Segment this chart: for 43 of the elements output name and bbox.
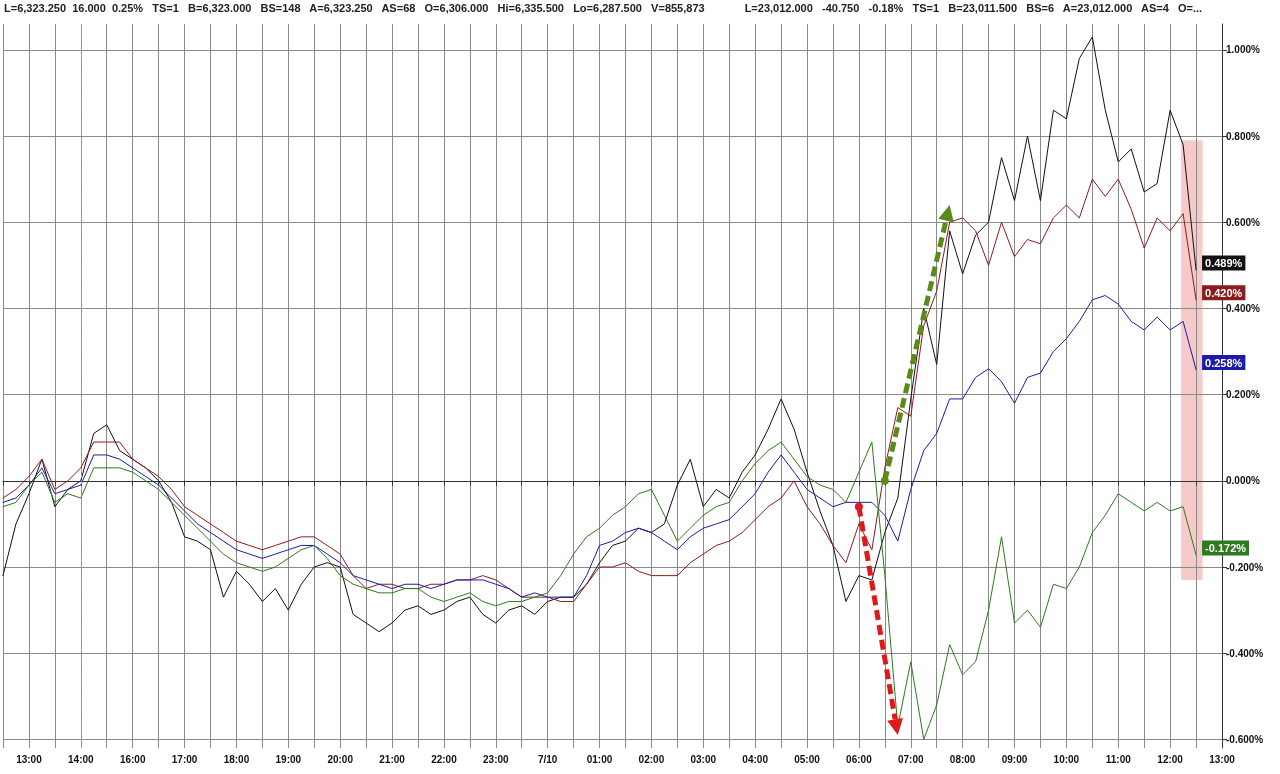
x-tick-label: 13:00 [16, 753, 43, 765]
line-series [2, 441, 1197, 740]
x-tick-label: 12:00 [1157, 753, 1184, 765]
y-tick-label: 1.000% [1226, 44, 1261, 56]
x-tick-label: 13:00 [1209, 753, 1236, 765]
x-tick-label: 17:00 [171, 753, 198, 765]
data-label: 0.258% [1205, 356, 1243, 369]
y-tick-label: 0.000% [1226, 475, 1261, 487]
x-tick-label: 09:00 [1001, 753, 1028, 765]
y-tick-label: -0.200% [1226, 561, 1264, 573]
y-tick-label: 0.600% [1226, 216, 1261, 228]
x-tick-label: 02:00 [638, 753, 665, 765]
line-series [2, 36, 1197, 633]
data-label: 0.420% [1205, 286, 1243, 299]
x-tick-label: 01:00 [586, 753, 613, 765]
x-tick-label: 10:00 [1053, 753, 1080, 765]
x-tick-label: 04:00 [742, 753, 769, 765]
line-series [2, 178, 1197, 602]
text: L=6,323.250 16.000 0.25% TS=1 B=6,323.000 BS=148 A=6,323.250 AS=68 O=6,306.000 Hi=6,335.500 Lo=6,287.500 V=855,873 [4, 1, 705, 16]
x-tick-label: 08:00 [949, 753, 976, 765]
y-tick-label: -0.600% [1226, 733, 1264, 745]
x-tick-label: 11:00 [1105, 753, 1132, 765]
x-tick-label: 7/10 [537, 753, 558, 765]
x-tick-label: 06:00 [846, 753, 873, 765]
x-tick-label: 22:00 [431, 753, 458, 765]
text: L=23,012.000 -40.750 -0.18% TS=1 B=23,011.500 BS=6 A=23,012.000 AS=4 O=... [744, 1, 1203, 16]
x-tick-label: 16:00 [119, 753, 146, 765]
y-tick-label: 0.400% [1226, 302, 1261, 314]
x-tick-label: 23:00 [483, 753, 510, 765]
x-tick-label: 19:00 [275, 753, 302, 765]
y-tick-label: 0.200% [1226, 389, 1261, 401]
data-label: -0.172% [1205, 541, 1247, 554]
y-tick-label: 0.800% [1226, 130, 1261, 142]
x-tick-label: 14:00 [68, 753, 95, 765]
x-tick-label: 07:00 [897, 753, 924, 765]
y-tick-label: -0.400% [1226, 647, 1264, 659]
x-tick-label: 20:00 [327, 753, 354, 765]
data-label: 0.489% [1205, 257, 1243, 270]
x-tick-label: 18:00 [223, 753, 250, 765]
x-tick-label: 21:00 [379, 753, 406, 765]
line-series [2, 295, 1197, 598]
x-tick-label: 05:00 [794, 753, 821, 765]
x-tick-label: 03:00 [690, 753, 717, 765]
